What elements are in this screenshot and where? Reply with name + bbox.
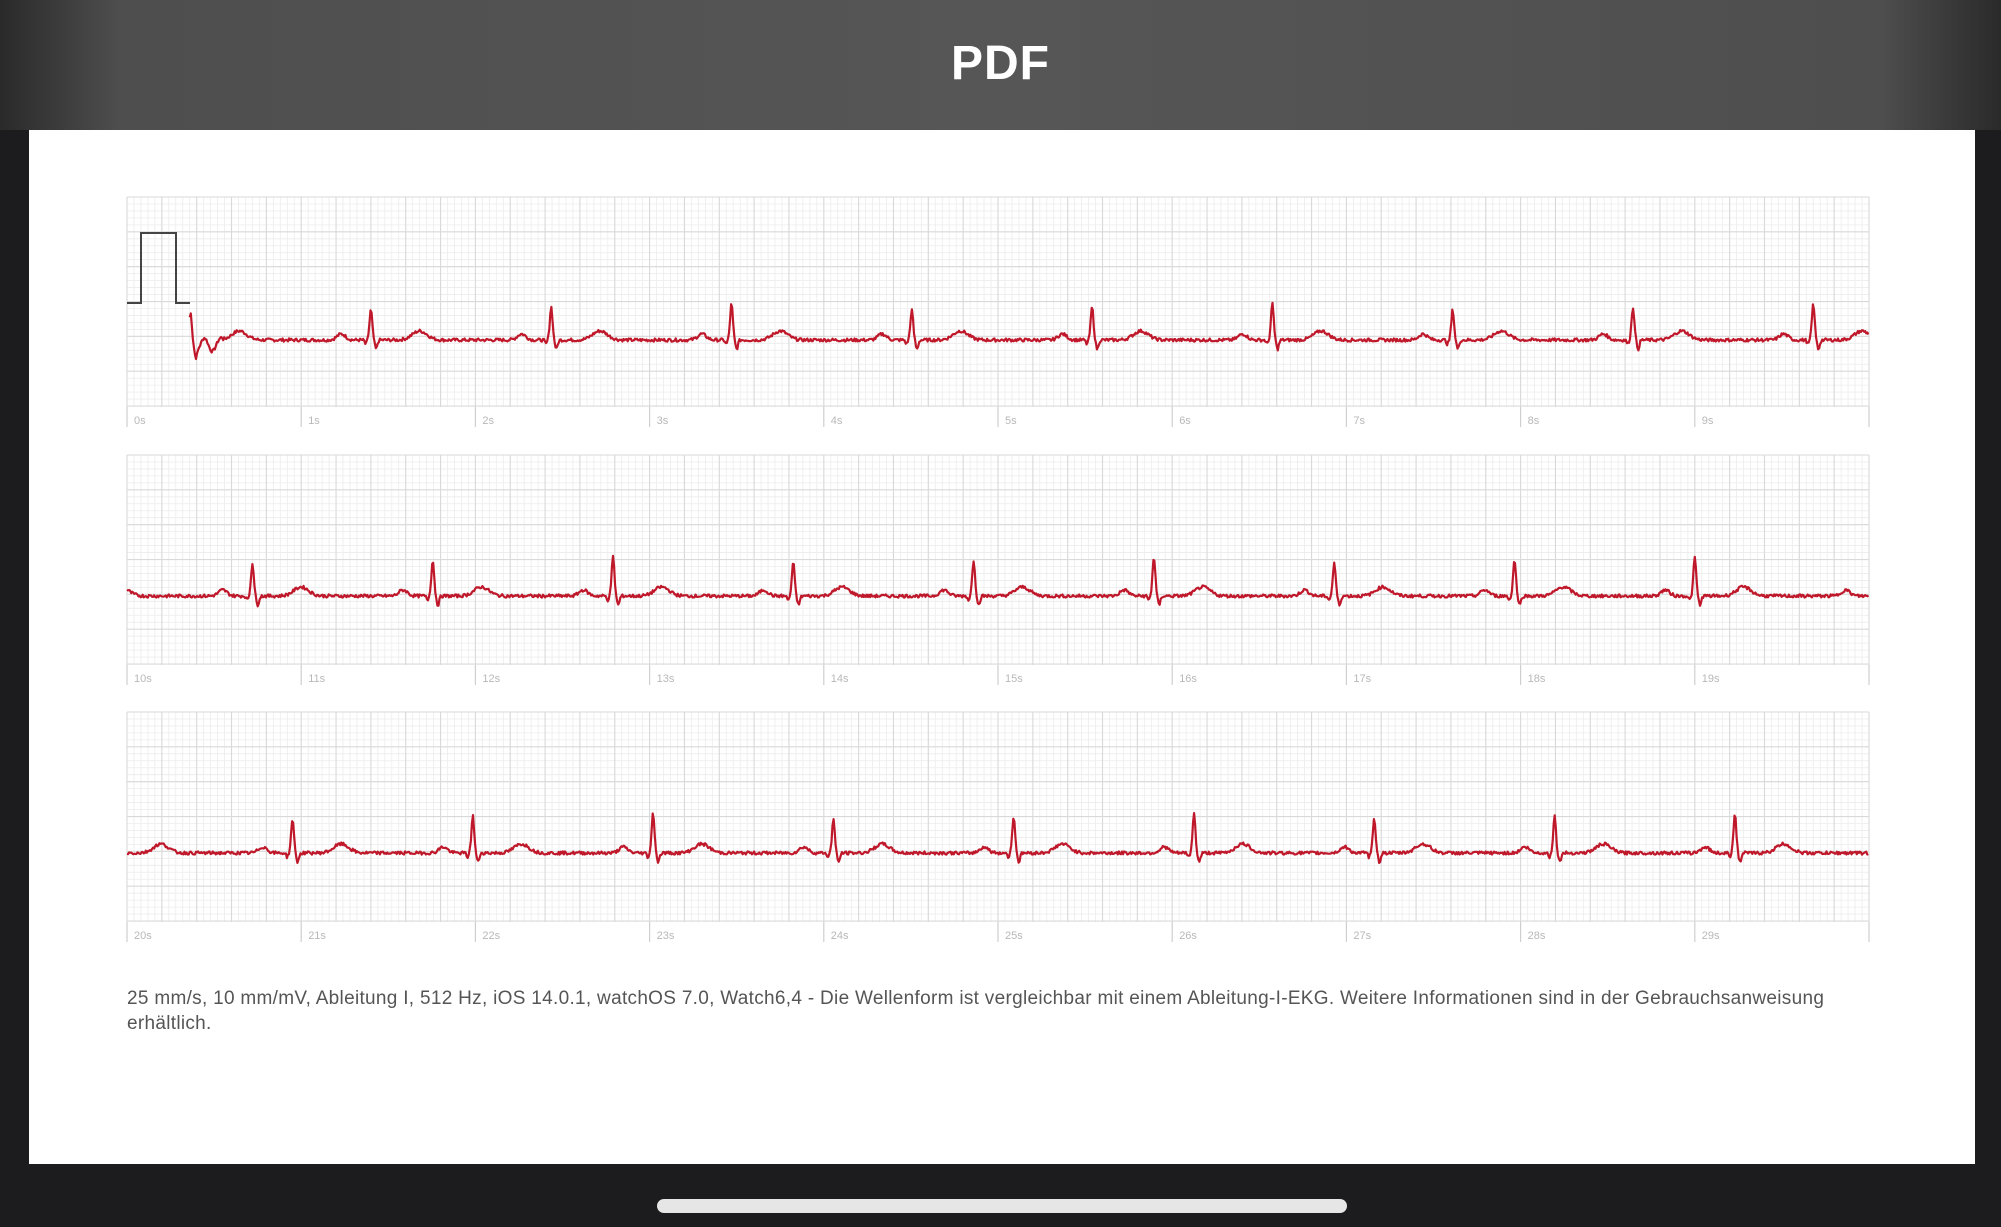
- ecg-waveform: [126, 554, 1870, 608]
- ecg-strip-2: 10s 11s 12s 13s 14s 15s 16s 17s 18s 19s: [126, 454, 1870, 685]
- recording-info-caption: 25 mm/s, 10 mm/mV, Ableitung I, 512 Hz, …: [127, 988, 1825, 1034]
- time-label: 18s: [1528, 673, 1546, 685]
- document-title: PDF: [951, 37, 1050, 90]
- time-label: 15s: [1005, 673, 1023, 685]
- time-label: 3s: [657, 415, 669, 427]
- time-label: 10s: [134, 673, 152, 685]
- top-bar: PDF: [0, 0, 2001, 130]
- pdf-page[interactable]: 0s 1s 2s 3s 4s 5s 6s 7s 8s 9s 10s 11s 12s 13s 14s 15s 16…: [29, 130, 1975, 1164]
- time-label: 29s: [1702, 930, 1720, 942]
- time-label: 21s: [308, 930, 326, 942]
- time-label: 28s: [1528, 930, 1546, 942]
- ecg-strip-1: 0s 1s 2s 3s 4s 5s 6s 7s 8s 9s: [126, 196, 1870, 427]
- time-label: 8s: [1528, 415, 1540, 427]
- calibration-pulse: [127, 232, 190, 304]
- time-label: 6s: [1179, 415, 1191, 427]
- time-label: 19s: [1702, 673, 1720, 685]
- time-label: 27s: [1353, 930, 1371, 942]
- time-label: 4s: [831, 415, 843, 427]
- time-label: 7s: [1353, 415, 1365, 427]
- ecg-strip-3: 20s 21s 22s 23s 24s 25s 26s 27s 28s 29s: [126, 711, 1870, 942]
- ecg-chart: 0s 1s 2s 3s 4s 5s 6s 7s 8s 9s 10s 11s 12s 13s 14s 15s 16…: [126, 196, 1870, 942]
- time-label: 22s: [482, 930, 500, 942]
- time-label: 0s: [134, 415, 146, 427]
- time-label: 13s: [657, 673, 675, 685]
- home-indicator[interactable]: [657, 1199, 1347, 1213]
- time-label: 5s: [1005, 415, 1017, 427]
- time-label: 26s: [1179, 930, 1197, 942]
- time-label: 9s: [1702, 415, 1714, 427]
- time-label: 24s: [831, 930, 849, 942]
- time-label: 12s: [482, 673, 500, 685]
- ecg-waveform: [126, 812, 1869, 864]
- ecg-waveform: [188, 301, 1870, 361]
- time-label: 25s: [1005, 930, 1023, 942]
- time-label: 2s: [482, 415, 494, 427]
- time-label: 14s: [831, 673, 849, 685]
- time-label: 17s: [1353, 673, 1371, 685]
- time-label: 11s: [308, 673, 325, 685]
- time-label: 23s: [657, 930, 675, 942]
- time-label: 1s: [308, 415, 320, 427]
- time-label: 16s: [1179, 673, 1197, 685]
- time-label: 20s: [134, 930, 152, 942]
